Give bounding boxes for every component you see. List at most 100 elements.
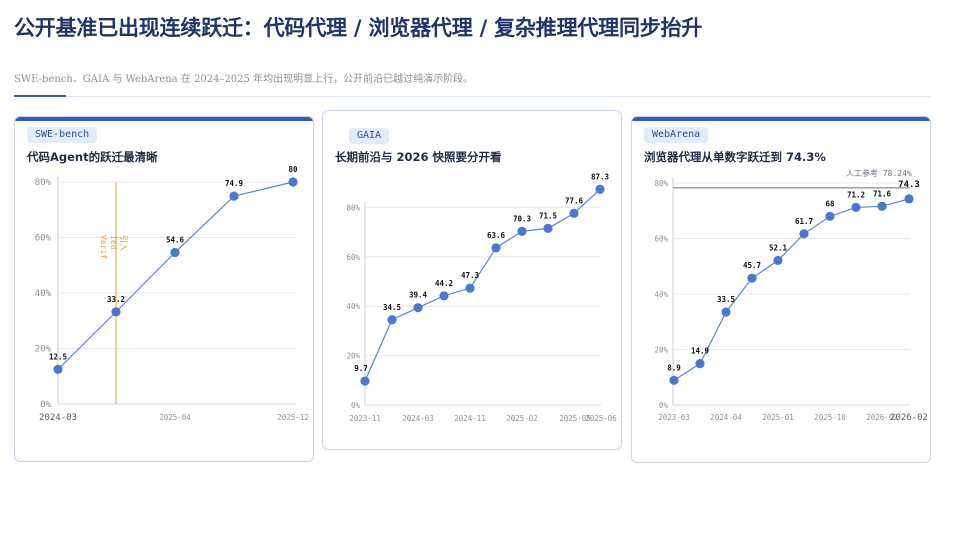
card-tag: GAIA: [349, 128, 390, 144]
title-rule: [66, 96, 930, 97]
data-point: [851, 202, 861, 213]
x-tick-label: 2025-10: [814, 413, 846, 422]
x-tick-label: 2024-03: [39, 413, 77, 423]
webarena-card: WebArena 浏览器代理从单数字跃迁到 74.3% 0% 20% 40% 60% 8…: [631, 116, 931, 463]
data-label: 44.2: [435, 279, 453, 288]
series-line: [364, 188, 601, 382]
x-tick-label: 2026-02: [866, 413, 898, 422]
annotation-label: Verif ied 引入: [99, 235, 128, 259]
data-label: 63.6: [487, 231, 506, 240]
card-tag: WebArena: [644, 127, 709, 143]
data-label: 33.2: [107, 295, 125, 304]
annotation-text: 引入: [119, 235, 128, 251]
data-point: [53, 364, 63, 374]
data-label: 87.3: [591, 172, 610, 181]
card-accent-bar: [632, 117, 930, 121]
data-point: [569, 208, 579, 218]
data-label: 9.7: [354, 364, 368, 373]
data-label: 74.3: [898, 180, 920, 190]
data-point: [773, 255, 783, 266]
data-label: 70.3: [513, 214, 532, 223]
y-tick-label: 20%: [35, 345, 52, 355]
data-label: 61.7: [795, 217, 813, 226]
data-point: [387, 315, 397, 325]
x-tick-label: 2025-01: [762, 413, 794, 422]
y-tick-label: 80%: [346, 203, 360, 212]
data-point: [439, 291, 449, 301]
data-point: [170, 247, 180, 258]
data-label: 12.5: [49, 352, 67, 361]
page-subtitle: SWE-bench、GAIA 与 WebArena 在 2024–2025 年均…: [14, 74, 474, 85]
data-label: 33.5: [717, 295, 735, 304]
y-tick-label: 80%: [35, 178, 52, 188]
x-tick-label: 2023-03: [658, 413, 690, 422]
gaia-chart: 0% 20% 40% 60% 80% 2023-11 2024-03 2024-11 2025-…: [346, 172, 617, 423]
y-tick-label: 60%: [346, 253, 360, 262]
data-label: 74.9: [225, 179, 244, 188]
data-label: 68: [825, 199, 835, 208]
data-point: [669, 375, 679, 385]
data-label: 71.6: [873, 189, 892, 198]
card-title: 长期前沿与 2026 快照要分开看: [335, 150, 502, 164]
reference-label: 人工参考 78.24%: [846, 168, 912, 178]
card-title: 浏览器代理从单数字跃迁到 74.3%: [644, 150, 826, 164]
data-point: [695, 359, 705, 369]
data-label: 71.2: [847, 190, 865, 199]
data-point: [360, 376, 370, 386]
data-label: 47.3: [461, 271, 480, 280]
card-tag: SWE-bench: [27, 127, 98, 143]
y-tick-label: 0%: [351, 401, 361, 410]
y-tick-label: 80%: [654, 179, 668, 188]
data-label: 80: [288, 165, 298, 174]
data-label: 71.5: [539, 211, 557, 220]
data-point: [904, 194, 914, 204]
data-label: 45.7: [743, 261, 761, 270]
page-title: 公开基准已出现连续跃迁：代码代理 / 浏览器代理 / 复杂推理代理同步抬升: [14, 16, 703, 40]
y-tick-label: 40%: [346, 302, 360, 311]
y-tick-label: 40%: [654, 290, 668, 299]
data-point: [799, 229, 809, 239]
series-line: [57, 181, 294, 370]
data-point: [517, 226, 527, 236]
y-tick-label: 0%: [40, 400, 51, 410]
card-title: 代码Agent的跃迁最清晰: [27, 150, 158, 164]
x-tick-label: 2025-02: [506, 414, 538, 423]
x-tick-label: 2025-12: [277, 413, 309, 422]
data-point: [721, 307, 731, 317]
x-tick-label: 2024-04: [710, 413, 742, 422]
data-label: 39.4: [409, 291, 428, 300]
data-point: [465, 283, 475, 293]
data-point: [288, 177, 298, 187]
swe-bench-card: SWE-bench 代码Agent的跃迁最清晰 0% 20% 40% 60% 80% 20…: [14, 116, 314, 462]
x-tick-label: 2025-05: [559, 414, 591, 423]
y-tick-label: 60%: [35, 234, 52, 244]
data-label: 52.1: [769, 243, 788, 252]
data-label: 14.9: [691, 347, 710, 356]
x-tick-label: 2026-02: [890, 413, 928, 423]
series-line: [673, 198, 910, 381]
data-label: 77.6: [565, 196, 584, 205]
title-rule-accent: [14, 95, 66, 97]
data-point: [543, 223, 553, 233]
data-point: [111, 307, 121, 317]
gaia-card: GAIA 长期前沿与 2026 快照要分开看 0% 20% 40% 60% 80% 202…: [322, 110, 622, 450]
x-tick-label: 2025-04: [159, 413, 191, 422]
annotation-text: ied: [109, 235, 118, 250]
x-tick-label: 2023-11: [349, 414, 381, 423]
y-tick-label: 20%: [346, 352, 360, 361]
card-accent-bar: [15, 117, 313, 121]
annotation-text: Verif: [99, 235, 108, 259]
y-tick-label: 0%: [659, 401, 669, 410]
data-point: [229, 191, 239, 201]
data-label: 34.5: [383, 303, 401, 312]
swe-bench-chart: 0% 20% 40% 60% 80% 2024-03 2025-04 2025-12 Verif…: [35, 165, 309, 423]
data-point: [747, 273, 757, 283]
data-label: 8.9: [667, 363, 681, 372]
data-label: 54.6: [166, 235, 185, 244]
x-tick-label: 2024-03: [402, 414, 434, 423]
y-tick-label: 20%: [654, 346, 668, 355]
data-point: [491, 243, 501, 253]
y-tick-label: 60%: [654, 235, 668, 244]
webarena-chart: 0% 20% 40% 60% 80% 2023-03 2024-04 2025-01 2025-…: [654, 168, 928, 423]
data-point: [825, 211, 835, 221]
